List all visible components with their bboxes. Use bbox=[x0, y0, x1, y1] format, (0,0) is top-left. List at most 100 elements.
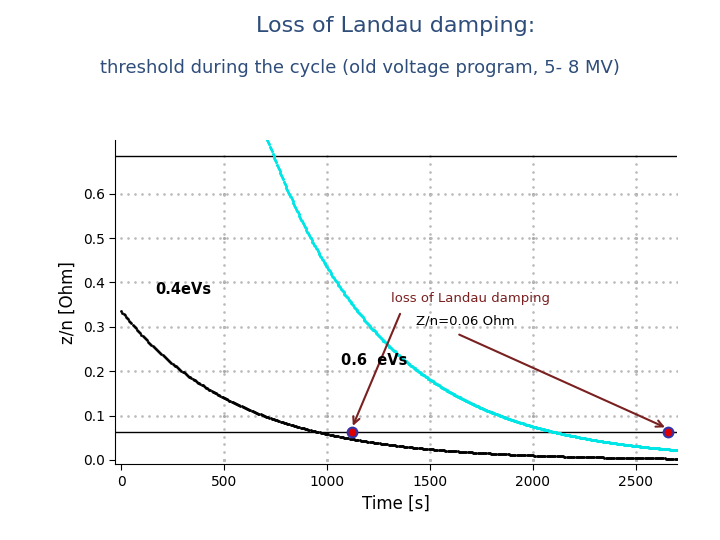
Point bbox=[355, 436, 366, 445]
Point bbox=[477, 449, 489, 457]
Point bbox=[338, 288, 349, 297]
Point bbox=[633, 442, 644, 451]
Point bbox=[634, 442, 645, 451]
Point bbox=[367, 438, 379, 447]
Point bbox=[557, 452, 568, 461]
Point bbox=[390, 348, 401, 356]
Point bbox=[618, 454, 630, 462]
Point bbox=[312, 247, 323, 255]
Point bbox=[347, 301, 359, 310]
Point bbox=[402, 359, 414, 368]
Point bbox=[265, 414, 276, 422]
Point bbox=[346, 300, 358, 309]
Point bbox=[133, 328, 145, 336]
Point bbox=[246, 90, 258, 99]
Point bbox=[589, 453, 600, 462]
Point bbox=[376, 334, 387, 343]
Point bbox=[522, 451, 534, 460]
Point bbox=[238, 65, 250, 73]
Point bbox=[227, 26, 238, 35]
Point bbox=[547, 452, 559, 461]
Point bbox=[258, 411, 269, 420]
Point bbox=[540, 426, 552, 434]
Point bbox=[209, 388, 220, 397]
Point bbox=[474, 449, 485, 457]
Point bbox=[469, 401, 481, 409]
Point bbox=[482, 449, 493, 458]
Point bbox=[400, 357, 412, 366]
Point bbox=[539, 451, 550, 460]
Point bbox=[616, 440, 627, 449]
Point bbox=[483, 449, 495, 458]
Point bbox=[151, 346, 163, 354]
Point bbox=[116, 307, 127, 315]
Point bbox=[268, 152, 279, 160]
Point bbox=[317, 429, 328, 437]
Point bbox=[657, 444, 669, 453]
Point bbox=[319, 429, 330, 438]
Point bbox=[616, 440, 628, 449]
Point bbox=[192, 379, 204, 387]
Point bbox=[492, 410, 503, 419]
Point bbox=[355, 311, 366, 320]
Point bbox=[459, 448, 471, 456]
Point bbox=[518, 451, 529, 460]
Point bbox=[228, 29, 240, 37]
Point bbox=[316, 429, 328, 437]
Point bbox=[356, 312, 367, 321]
Point bbox=[361, 437, 372, 445]
Point bbox=[420, 444, 431, 453]
Point bbox=[555, 429, 567, 438]
Point bbox=[593, 453, 605, 462]
Point bbox=[652, 444, 664, 453]
Point bbox=[650, 454, 662, 463]
Point bbox=[479, 405, 490, 414]
Point bbox=[612, 440, 624, 448]
Point bbox=[544, 452, 556, 461]
Point bbox=[481, 449, 492, 457]
Point bbox=[277, 418, 289, 427]
Point bbox=[665, 454, 677, 463]
Point bbox=[508, 450, 520, 459]
Point bbox=[220, 0, 232, 8]
Point bbox=[389, 347, 400, 356]
Point bbox=[450, 392, 462, 400]
Point bbox=[396, 442, 408, 450]
Point bbox=[288, 199, 300, 207]
Point bbox=[435, 446, 446, 455]
Point bbox=[422, 444, 433, 453]
Point bbox=[218, 394, 230, 402]
Point bbox=[338, 289, 350, 298]
Point bbox=[385, 344, 397, 353]
Point bbox=[449, 390, 460, 399]
Point bbox=[312, 428, 323, 436]
Point bbox=[410, 366, 422, 374]
Point bbox=[612, 454, 624, 462]
Point bbox=[664, 445, 675, 454]
Point bbox=[572, 453, 583, 461]
Point bbox=[200, 383, 212, 392]
Point bbox=[462, 397, 473, 406]
Point bbox=[388, 346, 400, 355]
Point bbox=[303, 231, 315, 239]
Point bbox=[333, 282, 345, 291]
Point bbox=[284, 189, 295, 198]
Point bbox=[253, 111, 264, 119]
Point bbox=[184, 372, 195, 381]
Point bbox=[331, 432, 343, 441]
Point bbox=[576, 434, 588, 442]
Point bbox=[460, 396, 472, 405]
Point bbox=[501, 414, 513, 423]
Point bbox=[348, 302, 360, 311]
Point bbox=[477, 404, 488, 413]
Point bbox=[289, 202, 301, 211]
Point bbox=[414, 444, 426, 453]
Point bbox=[601, 438, 613, 447]
Point bbox=[555, 452, 567, 461]
Point bbox=[392, 441, 403, 450]
Point bbox=[493, 450, 505, 458]
Point bbox=[137, 332, 148, 340]
Point bbox=[575, 434, 587, 442]
Point bbox=[422, 374, 433, 382]
Point bbox=[390, 441, 401, 450]
